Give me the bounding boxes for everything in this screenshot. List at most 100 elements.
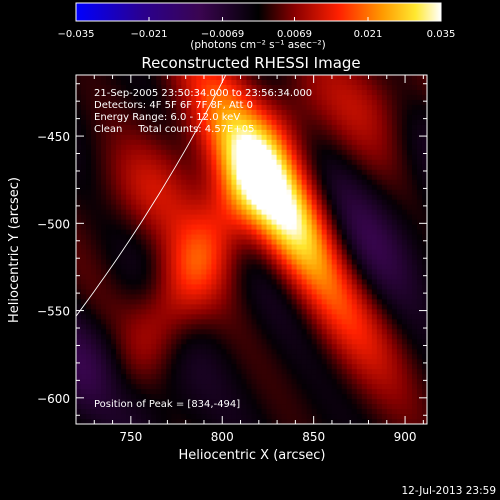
heatmap-pixel (181, 194, 187, 201)
heatmap-pixel (301, 299, 308, 305)
heatmap-pixel (406, 399, 413, 405)
heatmap-pixel (236, 239, 243, 246)
heatmap-pixel (396, 354, 403, 360)
heatmap-pixel (256, 349, 263, 355)
heatmap-pixel (291, 79, 298, 86)
heatmap-pixel (266, 184, 273, 191)
heatmap-pixel (291, 164, 298, 171)
heatmap-pixel (311, 129, 318, 136)
heatmap-pixel (166, 329, 172, 335)
heatmap-pixel (386, 119, 393, 126)
heatmap-pixel (281, 164, 288, 171)
heatmap-pixel (231, 409, 238, 415)
heatmap-pixel (116, 239, 122, 246)
heatmap-pixel (121, 414, 127, 420)
heatmap-pixel (406, 349, 413, 355)
heatmap-pixel (291, 169, 298, 176)
heatmap-pixel (391, 374, 398, 380)
heatmap-pixel (276, 414, 283, 420)
heatmap-pixel (366, 75, 373, 81)
heatmap-pixel (336, 394, 343, 400)
heatmap-pixel (361, 314, 368, 320)
heatmap-pixel (381, 149, 388, 156)
heatmap-pixel (156, 189, 162, 196)
heatmap-pixel (316, 404, 323, 410)
heatmap-pixel (241, 219, 248, 226)
heatmap-pixel (281, 75, 288, 81)
heatmap-pixel (321, 269, 328, 276)
heatmap-pixel (116, 139, 122, 146)
heatmap-pixel (226, 374, 233, 380)
heatmap-pixel (296, 334, 303, 340)
heatmap-pixel (381, 329, 388, 335)
heatmap-pixel (111, 234, 117, 241)
heatmap-pixel (346, 75, 353, 81)
heatmap-pixel (251, 209, 258, 216)
heatmap-pixel (381, 409, 388, 415)
heatmap-pixel (366, 399, 373, 405)
heatmap-pixel (91, 79, 97, 86)
heatmap-pixel (161, 234, 167, 241)
heatmap-pixel (106, 314, 112, 320)
heatmap-pixel (201, 294, 207, 300)
heatmap-pixel (341, 229, 348, 236)
heatmap-pixel (376, 314, 383, 320)
heatmap-pixel (191, 404, 197, 410)
heatmap-pixel (206, 259, 212, 266)
heatmap-pixel (331, 334, 338, 340)
heatmap-pixel (161, 159, 167, 166)
heatmap-pixel (391, 299, 398, 305)
heatmap-pixel (166, 264, 172, 271)
heatmap-pixel (206, 189, 212, 196)
heatmap-pixel (166, 104, 172, 111)
heatmap-pixel (286, 229, 293, 236)
heatmap-pixel (101, 289, 107, 295)
heatmap-pixel (241, 289, 248, 295)
heatmap-pixel (166, 374, 172, 380)
heatmap-pixel (146, 269, 152, 276)
heatmap-pixel (156, 379, 162, 385)
heatmap-pixel (346, 94, 353, 101)
heatmap-pixel (341, 419, 348, 424)
heatmap-pixel (371, 384, 378, 390)
heatmap-pixel (271, 144, 278, 151)
heatmap-pixel (226, 104, 233, 111)
heatmap-pixel (386, 269, 393, 276)
heatmap-pixel (181, 354, 187, 360)
heatmap-pixel (361, 214, 368, 221)
heatmap-pixel (351, 359, 358, 365)
heatmap-pixel (321, 144, 328, 151)
heatmap-pixel (126, 269, 132, 276)
heatmap-pixel (156, 224, 162, 231)
heatmap-pixel (186, 319, 192, 325)
heatmap-pixel (386, 189, 393, 196)
heatmap-pixel (141, 109, 147, 116)
heatmap-pixel (91, 414, 97, 420)
heatmap-pixel (91, 94, 97, 101)
heatmap-pixel (371, 284, 378, 290)
heatmap-pixel (136, 234, 142, 241)
heatmap-pixel (186, 219, 192, 226)
heatmap-pixel (76, 324, 82, 330)
heatmap-pixel (186, 274, 192, 281)
heatmap-pixel (111, 179, 117, 186)
heatmap-pixel (241, 164, 248, 171)
heatmap-pixel (316, 399, 323, 405)
heatmap-pixel (141, 414, 147, 420)
heatmap-pixel (106, 394, 112, 400)
heatmap-pixel (146, 114, 152, 121)
heatmap-pixel (331, 189, 338, 196)
heatmap-pixel (121, 229, 127, 236)
heatmap-pixel (201, 229, 207, 236)
heatmap-pixel (331, 129, 338, 136)
heatmap-pixel (356, 154, 363, 161)
heatmap-pixel (281, 244, 288, 251)
heatmap-pixel (306, 359, 313, 365)
heatmap-pixel (126, 75, 132, 81)
heatmap-pixel (336, 75, 343, 81)
heatmap-pixel (386, 219, 393, 226)
heatmap-pixel (161, 189, 167, 196)
heatmap-pixel (86, 144, 92, 151)
heatmap-pixel (411, 294, 418, 300)
heatmap-pixel (341, 389, 348, 395)
